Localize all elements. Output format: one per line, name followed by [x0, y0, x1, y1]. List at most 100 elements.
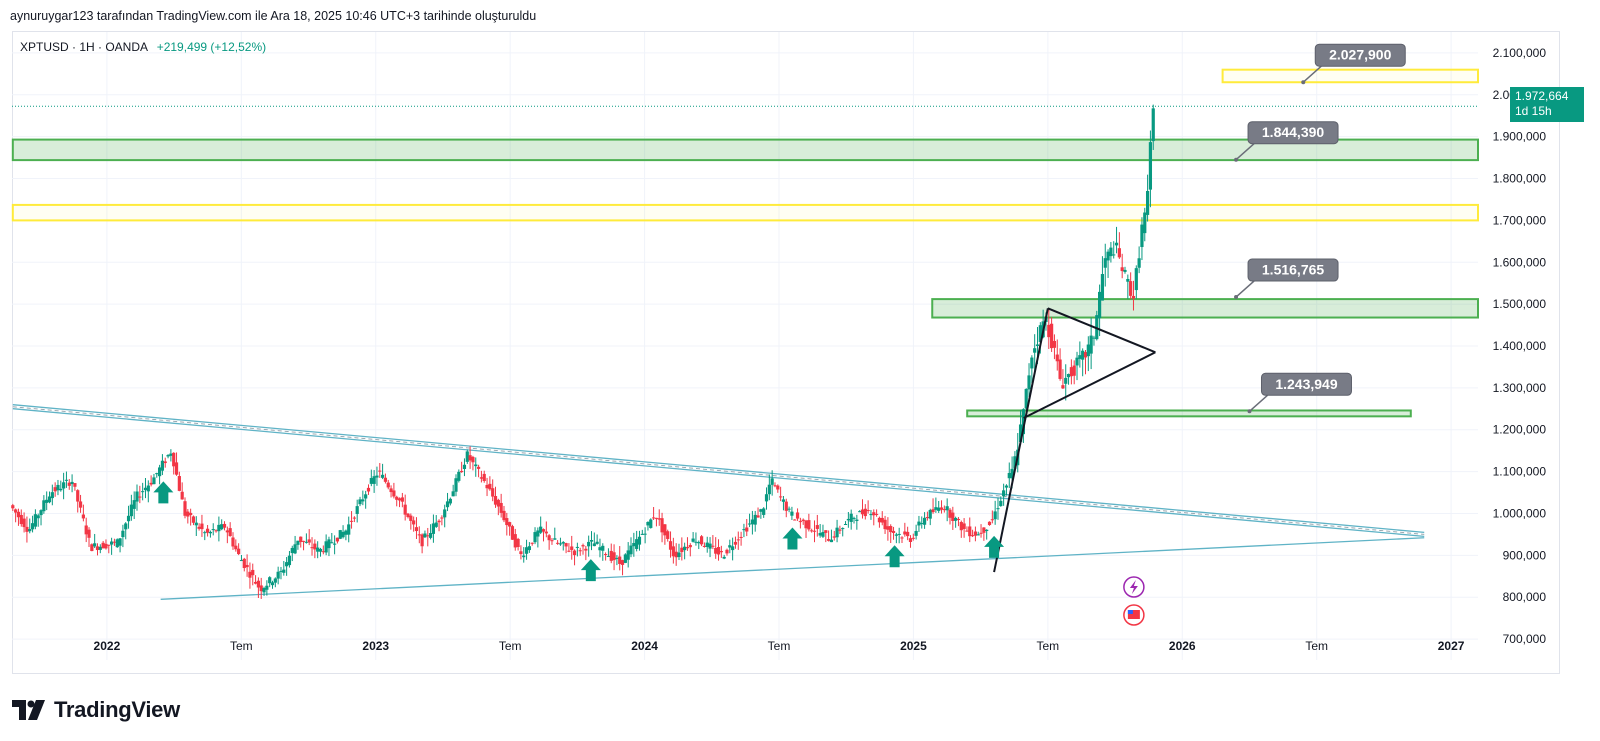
- support-arrow-icon: [153, 481, 174, 504]
- candle-body: [440, 517, 444, 519]
- candle-body: [965, 530, 969, 532]
- candle-body: [860, 509, 865, 515]
- impulse-leg: [993, 308, 1049, 573]
- change-label: +219,499 (+12,52%): [156, 40, 267, 54]
- candle-body: [239, 560, 244, 562]
- channel-upper: [12, 408, 1425, 538]
- candle-body: [1004, 485, 1009, 488]
- candle-body: [928, 510, 932, 519]
- candle-body: [843, 523, 848, 525]
- candle-body: [177, 476, 181, 491]
- candle-body: [194, 522, 198, 526]
- candle-body: [891, 530, 896, 533]
- candle-body: [22, 518, 26, 528]
- candle-body: [906, 531, 910, 537]
- candle-body: [753, 514, 757, 525]
- candle-body: [282, 569, 286, 573]
- candle-body: [863, 508, 867, 517]
- candle-body: [234, 545, 238, 550]
- candle-body: [76, 490, 80, 502]
- candle-body: [685, 547, 690, 549]
- price-label-anchor: [1247, 409, 1252, 414]
- triangle-top: [1047, 307, 1156, 354]
- candle-body: [643, 533, 647, 535]
- candle-body: [203, 532, 207, 534]
- candle-body: [764, 494, 769, 502]
- candle-body: [321, 551, 325, 553]
- candle-body: [567, 550, 571, 552]
- candle-body: [1052, 340, 1057, 348]
- candle-body: [443, 509, 447, 518]
- candle-body: [922, 517, 927, 525]
- candle-body: [872, 512, 876, 516]
- candle-body: [115, 539, 119, 548]
- candle-body: [78, 501, 83, 508]
- candle-body: [660, 518, 664, 533]
- candle-body: [570, 546, 574, 550]
- candle-body: [702, 545, 707, 547]
- last-price-value: 1.972,664: [1515, 89, 1569, 103]
- candle-body: [409, 515, 413, 521]
- candle-body: [149, 482, 153, 485]
- candle-body: [222, 523, 227, 528]
- candle-body: [437, 520, 441, 523]
- candle-body: [378, 470, 382, 472]
- symbol-legend[interactable]: XPTUSD · 1H · OANDA +219,499 (+12,52%): [20, 40, 266, 54]
- candle-body: [920, 523, 924, 525]
- candle-body: [942, 509, 946, 511]
- x-axis-label: 2027: [1438, 639, 1465, 653]
- triangle-bottom: [1023, 351, 1156, 419]
- candle-body: [1064, 377, 1068, 384]
- candle-body: [812, 530, 817, 532]
- candle-body: [98, 546, 102, 550]
- candle-body: [1137, 258, 1141, 268]
- price-label-anchor: [1234, 295, 1239, 300]
- candle-body: [987, 521, 992, 526]
- candle-body: [954, 517, 958, 521]
- candle-body: [482, 473, 486, 482]
- candle-body: [925, 517, 930, 519]
- candle-body: [770, 478, 774, 485]
- support-arrow-icon: [884, 545, 905, 568]
- candle-body: [417, 534, 421, 536]
- x-axis-label: Tem: [1037, 639, 1060, 653]
- candle-body: [968, 526, 972, 537]
- candle-body: [93, 543, 97, 547]
- candle-body: [762, 508, 766, 515]
- candle-body: [451, 491, 455, 497]
- candle-body: [651, 517, 656, 519]
- candle-body: [104, 543, 108, 549]
- candle-body: [1092, 337, 1096, 339]
- candle-body: [1145, 190, 1150, 215]
- candle-body: [183, 501, 187, 516]
- candle-body: [818, 533, 822, 536]
- candle-body: [62, 482, 66, 489]
- candle-body: [53, 487, 57, 492]
- candle-body: [1061, 385, 1065, 389]
- candle-body: [553, 538, 557, 540]
- candle-body: [375, 475, 379, 478]
- candle-body: [186, 511, 190, 517]
- candle-body: [479, 477, 483, 479]
- tradingview-logo[interactable]: TradingView: [12, 697, 180, 723]
- candle-body: [1027, 375, 1031, 390]
- candle-body: [1081, 350, 1085, 360]
- candle-body: [646, 522, 650, 526]
- candle-body: [335, 537, 340, 542]
- candle-body: [454, 478, 458, 492]
- candle-body: [1050, 323, 1054, 349]
- candle-body: [572, 550, 577, 556]
- candle-body: [299, 536, 303, 543]
- candle-body: [956, 518, 961, 520]
- candle-body: [855, 519, 859, 521]
- candle-body: [364, 494, 368, 499]
- channel-support: [160, 537, 1425, 600]
- chart-frame[interactable]: [12, 31, 1560, 674]
- candle-body: [358, 499, 362, 505]
- candle-body: [45, 499, 49, 503]
- candle-body: [756, 515, 760, 518]
- candle-body: [1033, 348, 1037, 353]
- candle-body: [962, 523, 966, 530]
- candle-body: [841, 528, 845, 530]
